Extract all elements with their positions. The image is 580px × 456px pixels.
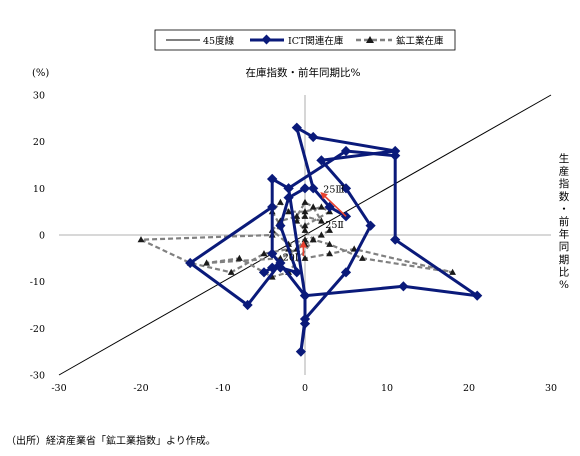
- y-axis-label-char: 期: [559, 254, 570, 266]
- y-axis-label-char: 同: [559, 241, 570, 253]
- tick-labels: -30 -20 -10 0 10 20 30 -30 -20 -10 0 10 20 30: [30, 91, 557, 395]
- legend-label: 45度線: [203, 35, 235, 47]
- mining-point: [277, 198, 284, 205]
- y-tick-label: 20: [33, 137, 45, 148]
- mining-point: [318, 217, 325, 224]
- mining-point: [137, 236, 145, 243]
- legend-label: 鉱工業在庫: [396, 35, 444, 47]
- ict-point: [291, 267, 302, 278]
- mining-point: [318, 231, 325, 238]
- y-axis-label: 生産指数・前年同期比%: [559, 152, 570, 291]
- mining-point: [227, 268, 235, 275]
- x-tick-label: -30: [51, 383, 66, 394]
- ict-point: [299, 183, 311, 194]
- y-axis-label-char: 年: [559, 228, 570, 241]
- ict-point: [291, 122, 302, 133]
- y-tick-label: 30: [33, 91, 45, 102]
- annotation-label: 20Ⅰ: [283, 252, 299, 263]
- ict-point: [340, 183, 352, 194]
- y-axis-label-char: 数: [559, 190, 570, 203]
- annotation-label: 25Ⅱ: [325, 220, 344, 231]
- y-axis-label-char: 比: [559, 265, 570, 278]
- ict-point: [295, 346, 306, 357]
- ict-point: [267, 248, 278, 259]
- mining-point: [301, 208, 309, 215]
- ict-point: [308, 183, 319, 194]
- y-tick-label: 0: [39, 231, 45, 242]
- mining-point: [293, 212, 301, 219]
- mining-point: [203, 259, 210, 266]
- mining-point: [449, 268, 456, 275]
- y-tick-label: -10: [30, 277, 45, 288]
- x-tick-label: -20: [133, 383, 148, 394]
- series-45deg-line: [58, 94, 552, 376]
- mining-point: [326, 226, 333, 233]
- legend-item-45deg: 45度線: [166, 35, 235, 47]
- mining-point: [260, 250, 268, 257]
- mining-point: [301, 222, 309, 229]
- y-axis-label-char: 産: [559, 165, 570, 178]
- y-axis-label-char: ・: [559, 203, 570, 215]
- ict-point: [283, 183, 294, 194]
- x-tick-label: 30: [545, 383, 557, 394]
- ict-point: [398, 281, 409, 292]
- ict-point: [299, 290, 311, 301]
- x-tick-label: 0: [302, 383, 308, 394]
- source-note: （出所）経済産業省「鉱工業指数」より作成。: [6, 434, 216, 447]
- mining-point: [301, 198, 309, 205]
- ict-point: [299, 313, 311, 325]
- ict-point: [275, 220, 286, 231]
- mining-point: [301, 254, 309, 261]
- y-axis-label-char: 前: [559, 215, 570, 228]
- mining-point: [301, 226, 309, 233]
- y-axis-label-char: %: [559, 279, 569, 291]
- x-tick-label: -10: [215, 383, 230, 394]
- legend-item-mining: 鉱工業在庫: [356, 35, 444, 47]
- ict-point: [267, 262, 278, 273]
- mining-point: [301, 212, 309, 219]
- y-axis-label-char: 生: [559, 152, 570, 165]
- ict-point: [258, 267, 270, 278]
- ict-point: [316, 155, 327, 166]
- mining-point: [350, 245, 358, 252]
- y-unit-label: (%): [32, 68, 49, 79]
- mining-point: [309, 236, 317, 243]
- y-tick-label: -20: [30, 324, 45, 335]
- ict-point: [275, 257, 286, 269]
- ict-point: [472, 290, 483, 301]
- x-tick-label: 20: [463, 383, 475, 394]
- ict-point: [242, 299, 253, 311]
- annotations: 25Ⅲ 25Ⅱ 20Ⅰ: [283, 184, 347, 263]
- legend-label: ICT関連在庫: [288, 35, 344, 47]
- mining-point: [318, 203, 325, 210]
- mining-point: [285, 208, 292, 215]
- y-tick-label: -30: [30, 371, 45, 382]
- mining-point: [309, 203, 317, 210]
- legend-frame: [154, 29, 456, 51]
- red-arrow: [320, 191, 347, 217]
- mining-point: [236, 254, 243, 261]
- annotation-label: 25Ⅲ: [323, 184, 344, 195]
- mining-point: [326, 250, 333, 257]
- ict-point: [340, 267, 352, 278]
- mining-point: [277, 254, 284, 261]
- x-tick-label: 10: [381, 383, 393, 394]
- chart-title: 在庫指数・前年同期比%: [246, 66, 361, 79]
- y-tick-label: 10: [33, 184, 45, 195]
- mining-point: [326, 240, 333, 247]
- y-axis-label-char: 指: [559, 177, 570, 190]
- mining-point: [359, 254, 366, 261]
